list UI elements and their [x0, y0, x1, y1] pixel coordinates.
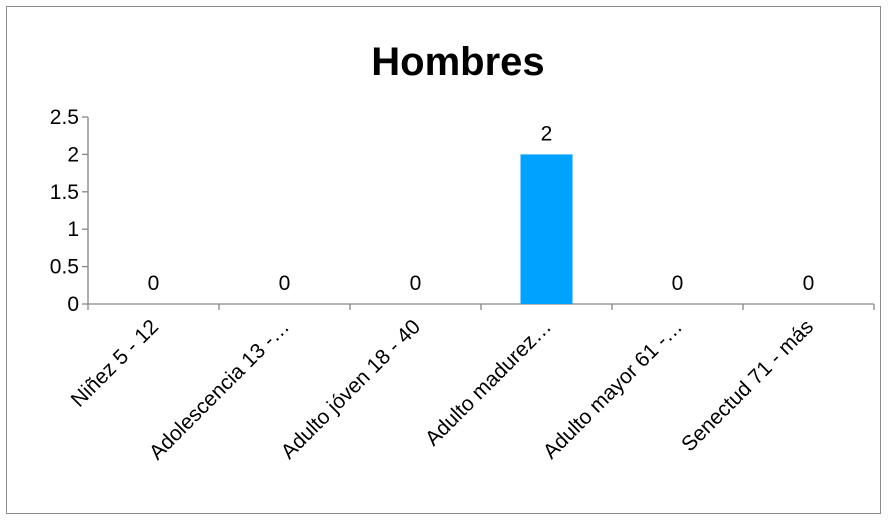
x-axis — [87, 303, 875, 310]
data-label: 0 — [803, 272, 815, 295]
category-label: Adolescencia 13 -… — [145, 315, 294, 464]
data-label: 0 — [410, 272, 422, 295]
y-tick-label: 0 — [67, 293, 79, 316]
chart-frame: Hombres 0 0.5 1 1.5 2 2.5 0 0 0 2 0 0 Niñez 5 - 12… — [6, 6, 881, 514]
y-tick-label: 1 — [67, 218, 79, 241]
chart-title: Hombres — [371, 40, 544, 84]
category-label: Senectud 71 - más — [677, 315, 818, 456]
bar-chart: Hombres 0 0.5 1 1.5 2 2.5 0 0 0 2 0 0 Niñez 5 - 12… — [50, 40, 875, 464]
category-label: Adulto jóven 18 - 40 — [277, 315, 425, 463]
y-tick-label: 0.5 — [50, 256, 79, 279]
data-labels: 0 0 0 2 0 0 — [148, 122, 815, 295]
category-label: Adulto madurez… — [421, 315, 556, 450]
y-tick-label: 1.5 — [50, 181, 79, 204]
y-tick-label: 2.5 — [50, 106, 79, 129]
data-label: 0 — [672, 272, 684, 295]
y-axis: 0 0.5 1 1.5 2 2.5 — [50, 106, 89, 316]
data-label: 0 — [148, 272, 160, 295]
y-tick-label: 2 — [67, 143, 79, 166]
category-label: Adulto mayor 61 -… — [539, 315, 687, 463]
bar-series — [520, 154, 573, 304]
bar — [520, 154, 573, 304]
category-label: Niñez 5 - 12 — [67, 315, 163, 411]
data-label: 2 — [541, 122, 553, 145]
data-label: 0 — [279, 272, 291, 295]
